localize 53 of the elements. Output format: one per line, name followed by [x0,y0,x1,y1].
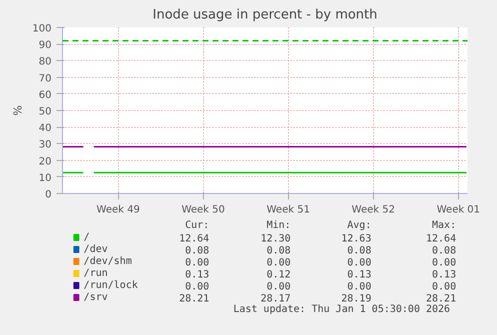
y-tick-label: 80 [38,56,52,68]
x-tick-label: Week 50 [182,204,225,216]
text: 28.21 [426,294,456,304]
text: 12.63 [341,234,372,244]
legend-label: /run/lock [84,280,138,291]
text: 0.13 [347,270,372,280]
text: 0.00 [266,282,291,292]
legend-label: /run [84,268,108,279]
text: Min: [266,220,291,231]
x-tick-label: Week 52 [352,204,395,216]
text: Last update: Thu Jan 1 05:30:00 2026 [233,304,450,315]
y-tick-label: 100 [32,24,52,34]
text: 0.00 [432,258,456,268]
text: 0.00 [347,282,372,292]
legend-label: / [84,232,90,243]
text: 12.64 [179,234,210,244]
text: 28.17 [260,294,291,304]
legend-label: /srv [84,292,108,303]
text: 28.19 [341,294,372,304]
y-tick-label: 50 [38,106,52,118]
x-tick-label: Week 51 [266,204,310,216]
chart-title: Inode usage in percent - by month [152,8,378,22]
text: 0.08 [347,246,372,256]
text: Max: [432,220,456,231]
y-tick-label: 10 [38,172,52,184]
y-tick-label: 70 [38,73,52,84]
x-tick-label: Week 01 [436,204,480,216]
text: 0.08 [266,246,291,256]
y-axis-title: % [11,105,24,116]
legend-label: /dev/shm [84,256,132,267]
text: 0.13 [185,270,210,280]
text: 12.64 [426,234,456,244]
y-tick-label: 90 [38,40,52,52]
text: Avg: [347,220,372,231]
y-tick-label: 0 [45,190,52,200]
text: 0.00 [185,258,210,268]
text: 0.00 [185,282,210,292]
text: 28.21 [179,294,210,304]
text: 0.00 [432,282,456,292]
text: 0.00 [347,258,372,268]
y-tick-label: 20 [38,156,52,168]
text: 0.00 [266,258,291,268]
y-tick-label: 40 [38,123,52,134]
text: 12.30 [260,234,291,244]
legend-label: /dev [84,244,108,255]
text: 0.12 [266,270,291,280]
text: 0.08 [432,246,456,256]
x-tick-label: Week 49 [96,204,140,216]
text: Cur: [185,220,210,231]
text: 0.08 [185,246,210,256]
text: 0.13 [432,270,456,280]
y-tick-label: 60 [38,90,52,101]
y-tick-label: 30 [38,140,52,151]
